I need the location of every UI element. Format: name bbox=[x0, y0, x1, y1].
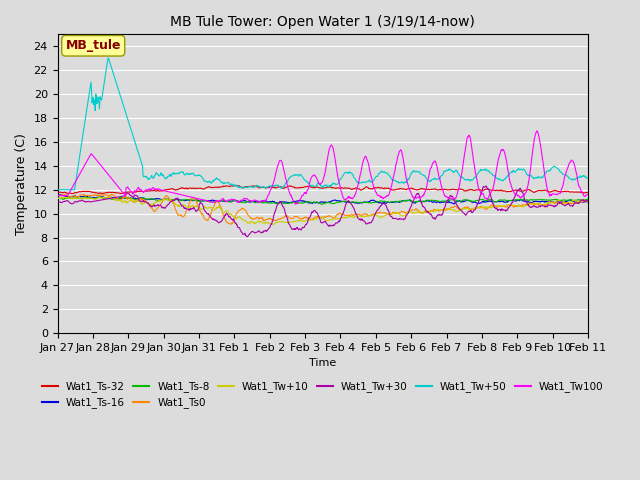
X-axis label: Time: Time bbox=[309, 359, 337, 369]
Text: MB_tule: MB_tule bbox=[65, 39, 121, 52]
Title: MB Tule Tower: Open Water 1 (3/19/14-now): MB Tule Tower: Open Water 1 (3/19/14-now… bbox=[170, 15, 476, 29]
Legend: Wat1_Ts-32, Wat1_Ts-16, Wat1_Ts-8, Wat1_Ts0, Wat1_Tw+10, Wat1_Tw+30, Wat1_Tw+50,: Wat1_Ts-32, Wat1_Ts-16, Wat1_Ts-8, Wat1_… bbox=[38, 377, 608, 413]
Y-axis label: Temperature (C): Temperature (C) bbox=[15, 133, 28, 235]
